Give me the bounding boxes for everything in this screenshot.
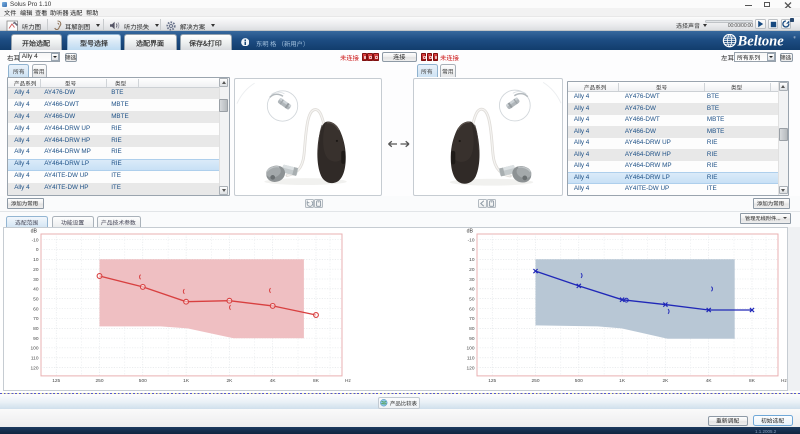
svg-text:70: 70 bbox=[470, 316, 476, 322]
svg-text:120: 120 bbox=[30, 366, 38, 372]
svg-text:30: 30 bbox=[33, 277, 39, 283]
svg-text:dB: dB bbox=[467, 229, 474, 235]
svg-text:4K: 4K bbox=[706, 378, 713, 384]
svg-text:70: 70 bbox=[33, 316, 39, 322]
svg-text:30: 30 bbox=[470, 277, 476, 283]
svg-text:500: 500 bbox=[138, 378, 146, 384]
svg-text:Beltone: Beltone bbox=[737, 34, 785, 48]
svg-text:120: 120 bbox=[467, 366, 475, 372]
svg-text:Hz: Hz bbox=[345, 378, 351, 384]
svg-text:60: 60 bbox=[33, 306, 39, 312]
svg-text:40: 40 bbox=[33, 287, 39, 293]
svg-text:4K: 4K bbox=[269, 378, 276, 384]
svg-text:50: 50 bbox=[470, 297, 476, 303]
svg-text:-10: -10 bbox=[468, 237, 475, 243]
svg-text:-10: -10 bbox=[31, 237, 38, 243]
svg-text:40: 40 bbox=[470, 287, 476, 293]
svg-text:100: 100 bbox=[467, 346, 475, 352]
svg-text:250: 250 bbox=[95, 378, 103, 384]
svg-text:2K: 2K bbox=[226, 378, 233, 384]
svg-text:®: ® bbox=[794, 36, 797, 40]
svg-text:80: 80 bbox=[33, 326, 39, 332]
svg-text:125: 125 bbox=[52, 378, 60, 384]
svg-text:90: 90 bbox=[33, 336, 39, 342]
svg-text:100: 100 bbox=[30, 346, 38, 352]
svg-text:1K: 1K bbox=[620, 378, 627, 384]
svg-text:dB: dB bbox=[30, 229, 37, 235]
svg-text:250: 250 bbox=[532, 378, 540, 384]
svg-text:125: 125 bbox=[489, 378, 497, 384]
svg-text:500: 500 bbox=[575, 378, 583, 384]
svg-text:50: 50 bbox=[33, 297, 39, 303]
svg-text:20: 20 bbox=[470, 267, 476, 273]
svg-text:8K: 8K bbox=[749, 378, 756, 384]
svg-text:Hz: Hz bbox=[781, 378, 787, 384]
svg-text:80: 80 bbox=[470, 326, 476, 332]
svg-text:10: 10 bbox=[33, 257, 39, 263]
svg-text:110: 110 bbox=[467, 356, 475, 362]
svg-text:8K: 8K bbox=[313, 378, 320, 384]
svg-text:60: 60 bbox=[470, 306, 476, 312]
svg-text:10: 10 bbox=[470, 257, 476, 263]
svg-text:20: 20 bbox=[33, 267, 39, 273]
svg-text:0: 0 bbox=[472, 247, 475, 253]
svg-text:110: 110 bbox=[30, 356, 38, 362]
svg-text:0: 0 bbox=[35, 247, 38, 253]
svg-text:1K: 1K bbox=[183, 378, 190, 384]
svg-text:2K: 2K bbox=[663, 378, 670, 384]
svg-text:90: 90 bbox=[470, 336, 476, 342]
